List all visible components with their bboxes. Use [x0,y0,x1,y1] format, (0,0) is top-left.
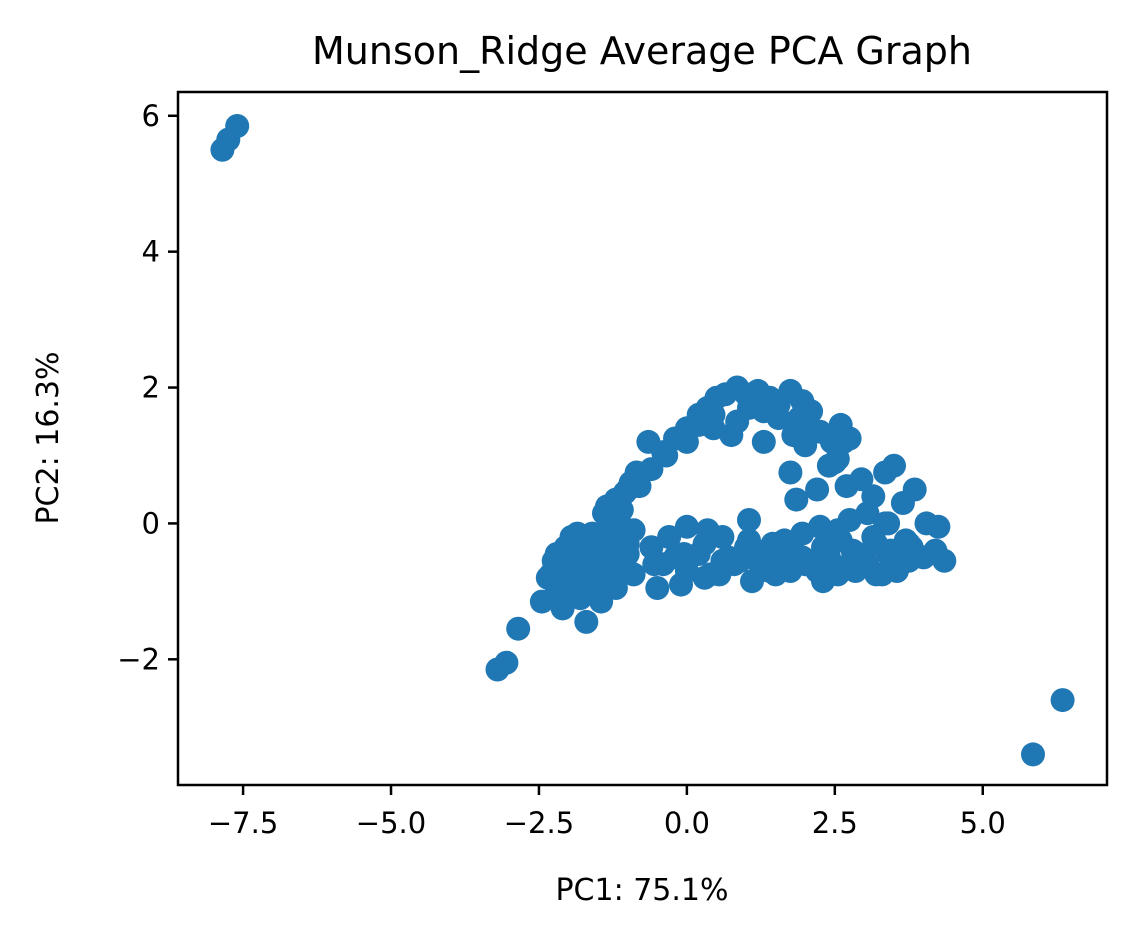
y-tick-label: 4 [142,235,160,269]
scatter-point [772,531,797,556]
scatter-point [802,419,827,444]
scatter-point [639,535,664,560]
x-axis-label: PC1: 75.1% [555,873,728,908]
scatter-point [627,474,652,499]
scatter-point [926,514,951,539]
scatter-point [790,389,815,414]
scatter-point [574,609,599,634]
scatter-point [876,511,901,536]
scatter-point [692,531,717,556]
scatter-point [589,531,614,556]
scatter-point [577,552,602,577]
scatter-point [556,565,581,590]
scatter-point [506,616,531,641]
scatter-point [1050,688,1075,713]
scatter-point [716,545,741,570]
scatter-point [932,548,957,573]
scatter-point [837,508,862,532]
x-tick-label: 2.5 [812,806,858,840]
scatter-point [737,508,761,532]
scatter-point [544,542,569,566]
scatter-point [657,525,682,549]
y-tick-label: 0 [142,506,160,540]
scatter-point [671,542,696,566]
scatter-point [825,446,850,471]
scatter-point [701,416,726,441]
scatter-point [805,477,830,502]
scatter-point [784,487,809,512]
scatter-point [737,528,761,553]
scatter-point [725,409,750,434]
scatter-point [645,576,670,600]
scatter-point [674,514,699,539]
scatter-point [896,548,921,573]
scatter-point [828,528,853,553]
y-axis-label: PC2: 16.3% [31,351,66,524]
x-tick-label: −5.0 [356,806,426,840]
plot-frame [176,90,1109,787]
scatter-point [882,453,906,478]
x-tick-label: 5.0 [960,806,1006,840]
y-tick-label: 6 [142,99,160,133]
scatter-point [740,569,764,594]
scatter-point [621,562,646,587]
scatter-point [494,650,519,675]
scatter-point [598,569,622,594]
scatter-point [846,542,871,566]
scatter-point [893,528,918,553]
scatter-point [225,114,250,138]
x-tick-label: 0.0 [664,806,710,840]
scatter-point [654,443,679,468]
scatter-point [669,572,693,597]
scatter-point [778,460,803,485]
scatter-point [550,596,575,621]
scatter-point [902,477,927,502]
scatter-point [790,545,815,570]
chart-title: Munson_Ridge Average PCA Graph [312,29,972,73]
scatter-point [751,399,776,424]
x-axis-ticks: −7.5 −5.0 −2.5 0.0 2.5 5.0 [208,785,1006,840]
scatter-point [808,514,832,539]
x-tick-label: −7.5 [208,806,278,840]
scatter-point [565,521,590,546]
y-tick-label: 2 [142,371,160,405]
scatter-point [574,579,599,604]
scatter-points [210,114,1075,767]
scatter-point [636,429,661,454]
scatter-point [674,429,699,454]
scatter-point [849,467,874,492]
scatter-point [1021,742,1045,767]
x-tick-label: −2.5 [504,806,574,840]
scatter-point [751,429,776,454]
y-axis-ticks: −2 0 2 4 6 [117,99,178,676]
scatter-point [621,518,646,543]
y-tick-label: −2 [117,642,160,676]
